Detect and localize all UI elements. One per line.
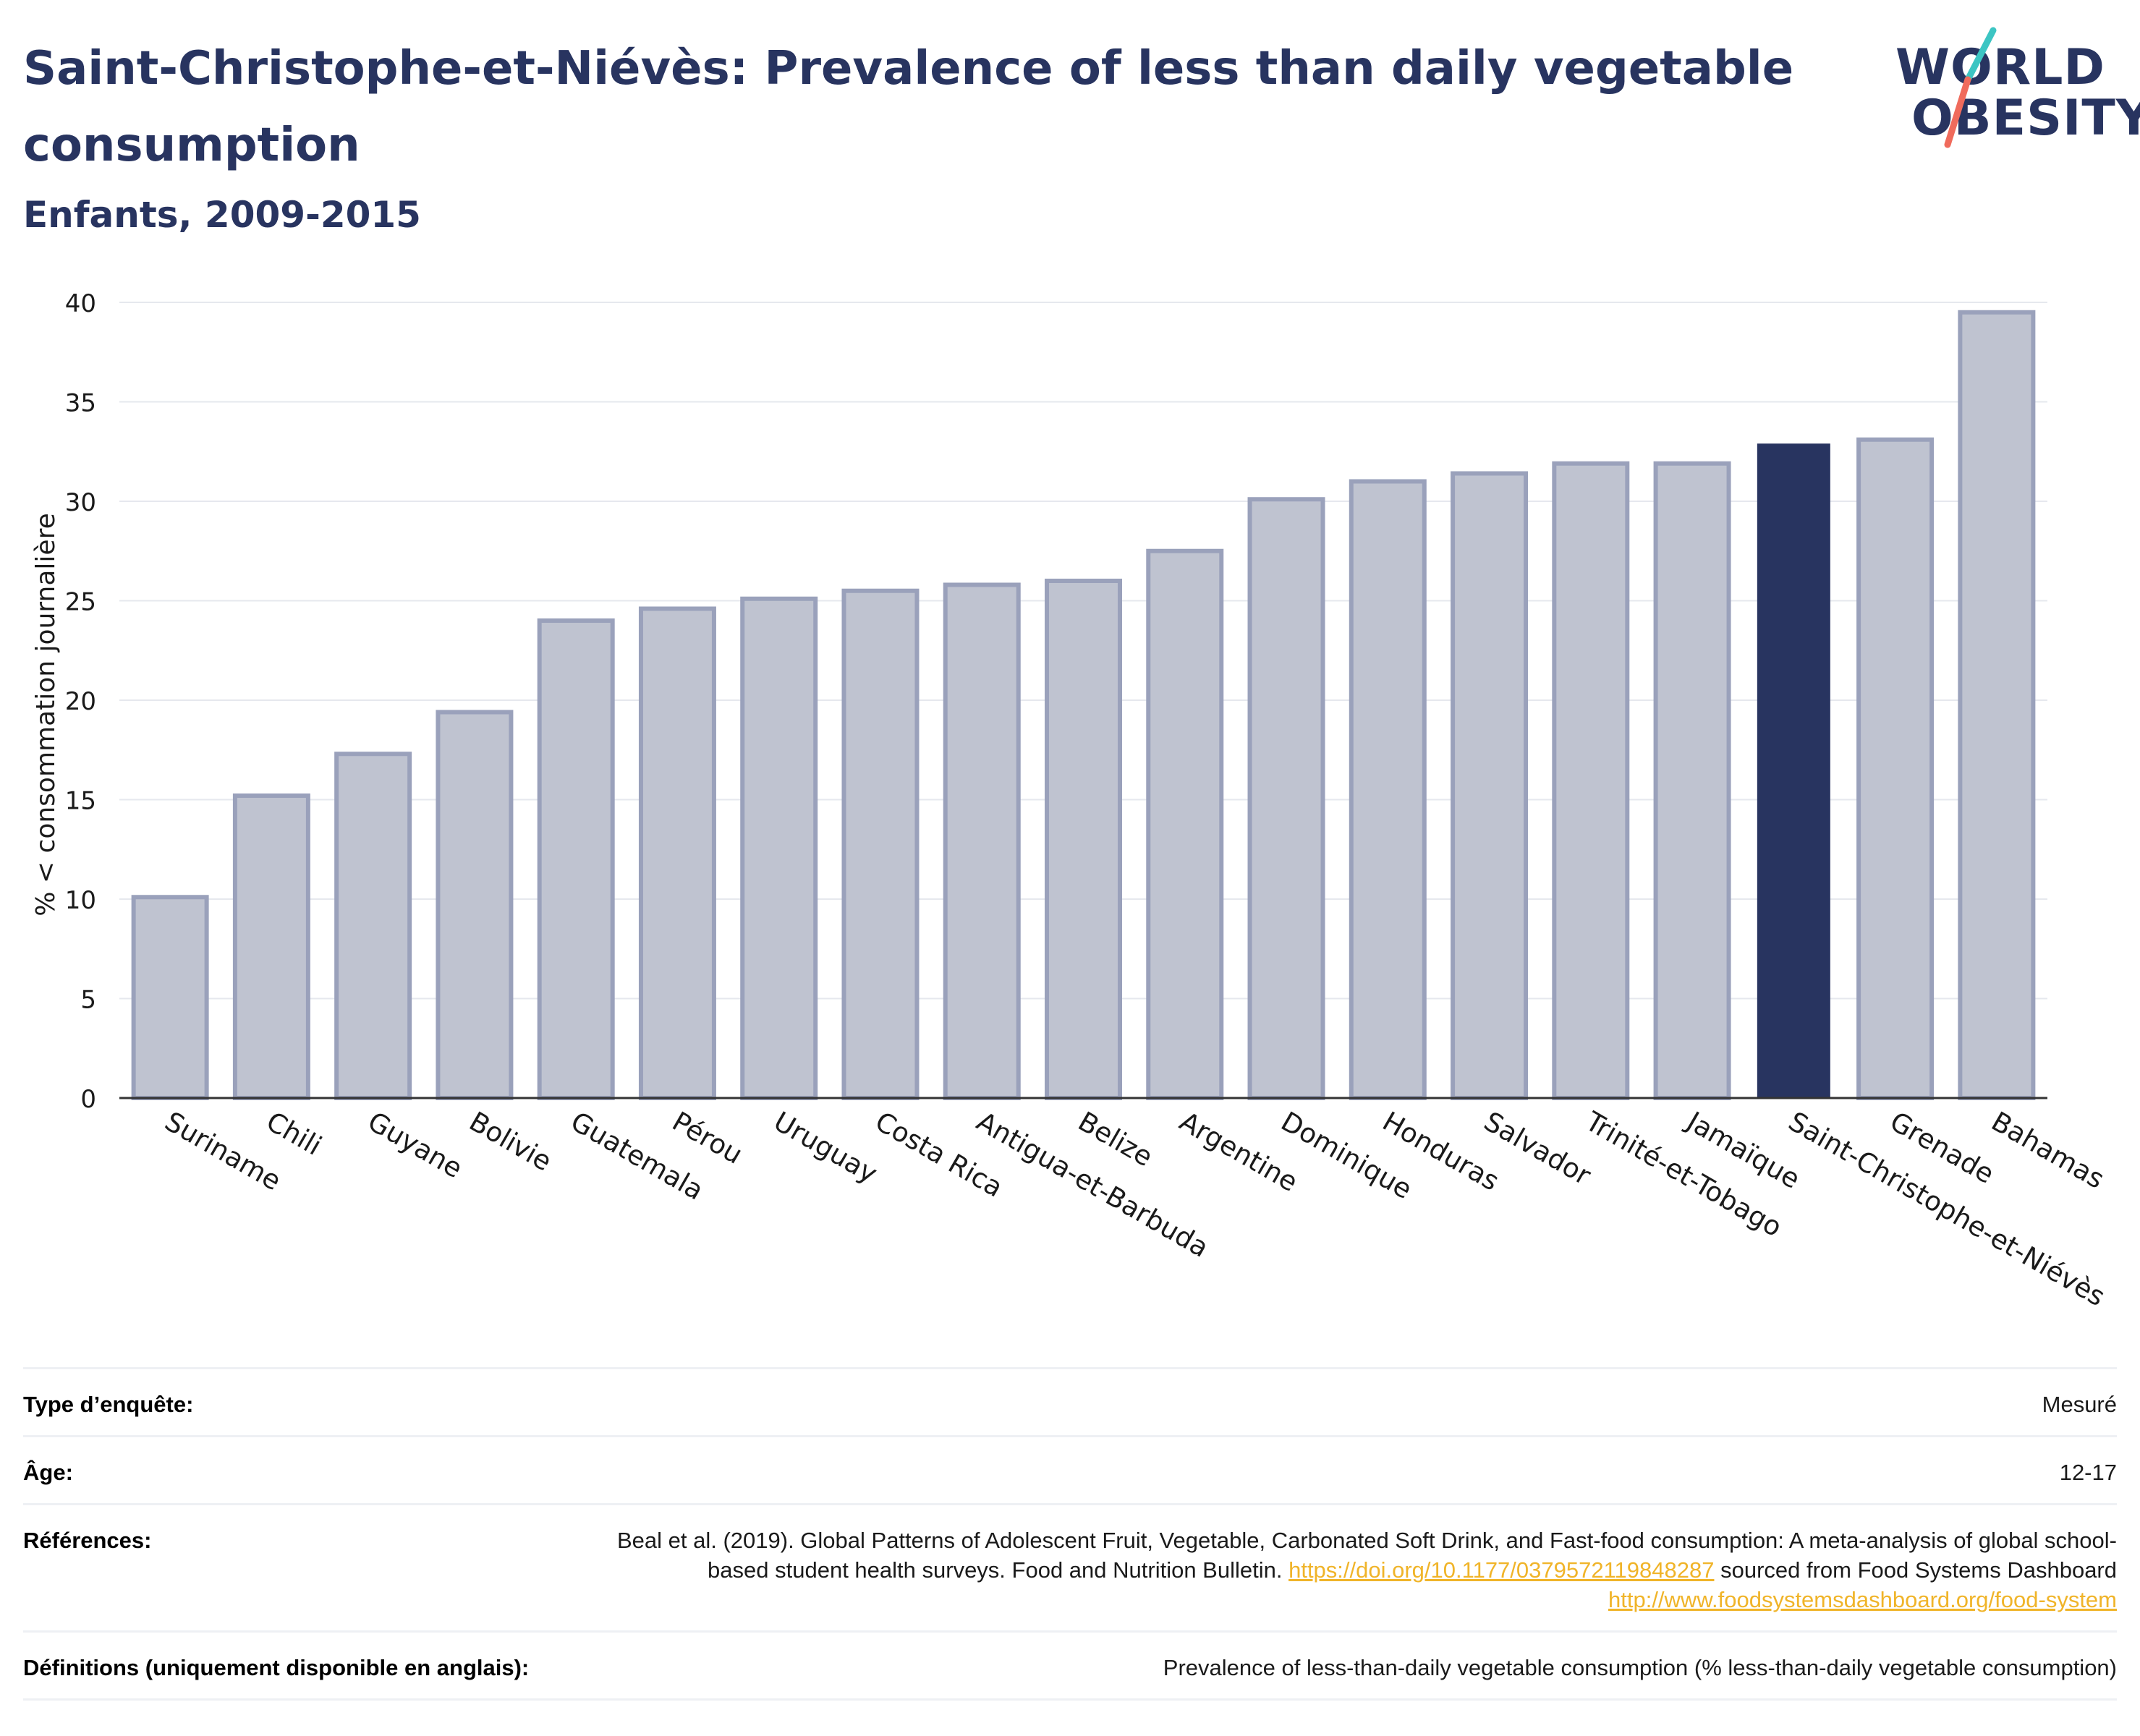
bar-guatemala[interactable] [537, 618, 615, 1100]
bar-jama-que[interactable] [1653, 461, 1731, 1100]
bar-antigua-et-barbuda[interactable] [943, 582, 1021, 1100]
bars [131, 310, 2036, 1100]
x-tick-label: Suriname [160, 1106, 286, 1197]
y-tick-label: 20 [65, 687, 96, 716]
y-tick-label: 25 [65, 588, 96, 617]
references-row: Références: Beal et al. (2019). Global P… [23, 1503, 2117, 1630]
y-tick-label: 0 [80, 1085, 96, 1114]
x-tick-label: Uruguay [768, 1106, 883, 1190]
y-tick-label: 30 [65, 488, 96, 517]
definitions-value: Prevalence of less-than-daily vegetable … [1163, 1655, 2117, 1680]
bar-suriname[interactable] [131, 895, 209, 1100]
bar-guyane[interactable] [334, 752, 412, 1100]
bar-belize[interactable] [1045, 579, 1122, 1100]
world-obesity-logo: WORLD OBESITY [1895, 22, 2140, 152]
y-tick-label: 40 [65, 289, 96, 318]
bar-chili[interactable] [232, 793, 310, 1100]
bar-costa-rica[interactable] [841, 588, 920, 1100]
bar-bahamas[interactable] [1958, 310, 2036, 1100]
definitions-row: Définitions (uniquement disponible en an… [23, 1630, 2117, 1701]
x-tick-label: Chili [261, 1106, 327, 1162]
x-tick-label: Bahamas [1986, 1106, 2110, 1195]
survey-type-label: Type d’enquête: [23, 1392, 194, 1417]
references-label: Références: [23, 1528, 152, 1553]
bar-trinit-et-tobago[interactable] [1552, 461, 1630, 1100]
logo-slash-icon [1944, 27, 1997, 148]
age-row: Âge: 12-17 [23, 1435, 2117, 1503]
age-label: Âge: [23, 1460, 73, 1485]
reference-text-2: sourced from Food Systems Dashboard [1720, 1557, 2117, 1583]
y-tick-label: 10 [65, 886, 96, 915]
food-systems-link[interactable]: http://www.foodsystemsdashboard.org/food… [1608, 1587, 2117, 1612]
y-tick-label: 15 [65, 787, 96, 816]
age-value: 12-17 [2059, 1460, 2117, 1485]
bar-salvador[interactable] [1451, 471, 1529, 1100]
x-tick-label: Pérou [667, 1106, 748, 1170]
y-tick-label: 5 [80, 986, 96, 1015]
y-tick-label: 35 [65, 389, 96, 418]
definitions-label: Définitions (uniquement disponible en an… [23, 1655, 530, 1680]
bar-saint-christophe-et-ni-v-s[interactable] [1757, 443, 1830, 1098]
reference-text-1: Beal et al. (2019). Global Patterns of A… [616, 1528, 2117, 1583]
chart-subtitle: Enfants, 2009-2015 [23, 194, 421, 236]
metadata-table: Type d’enquête: Mesuré Âge: 12-17 Référe… [23, 1367, 2117, 1701]
x-tick-label: Guyane [362, 1106, 467, 1185]
bar-bolivie[interactable] [436, 710, 514, 1100]
bar-honduras[interactable] [1349, 479, 1427, 1100]
bar-argentine[interactable] [1146, 548, 1224, 1100]
references-value: Beal et al. (2019). Global Patterns of A… [561, 1526, 2117, 1614]
survey-type-value: Mesuré [2042, 1392, 2117, 1417]
chart-title: Saint-Christophe-et-Niévès: Prevalence o… [23, 42, 1794, 172]
x-tick-label: Bolivie [464, 1106, 556, 1178]
doi-link[interactable]: https://doi.org/10.1177/0379572119848287 [1288, 1557, 1715, 1583]
logo-line-1: WORLD [1895, 39, 2105, 96]
bar-uruguay[interactable] [740, 596, 818, 1100]
bar-p-rou[interactable] [638, 606, 716, 1100]
bar-dominique[interactable] [1247, 497, 1325, 1100]
survey-type-row: Type d’enquête: Mesuré [23, 1367, 2117, 1435]
y-axis-label: % < consommation journalière [31, 513, 61, 916]
bar-grenade[interactable] [1856, 437, 1935, 1100]
